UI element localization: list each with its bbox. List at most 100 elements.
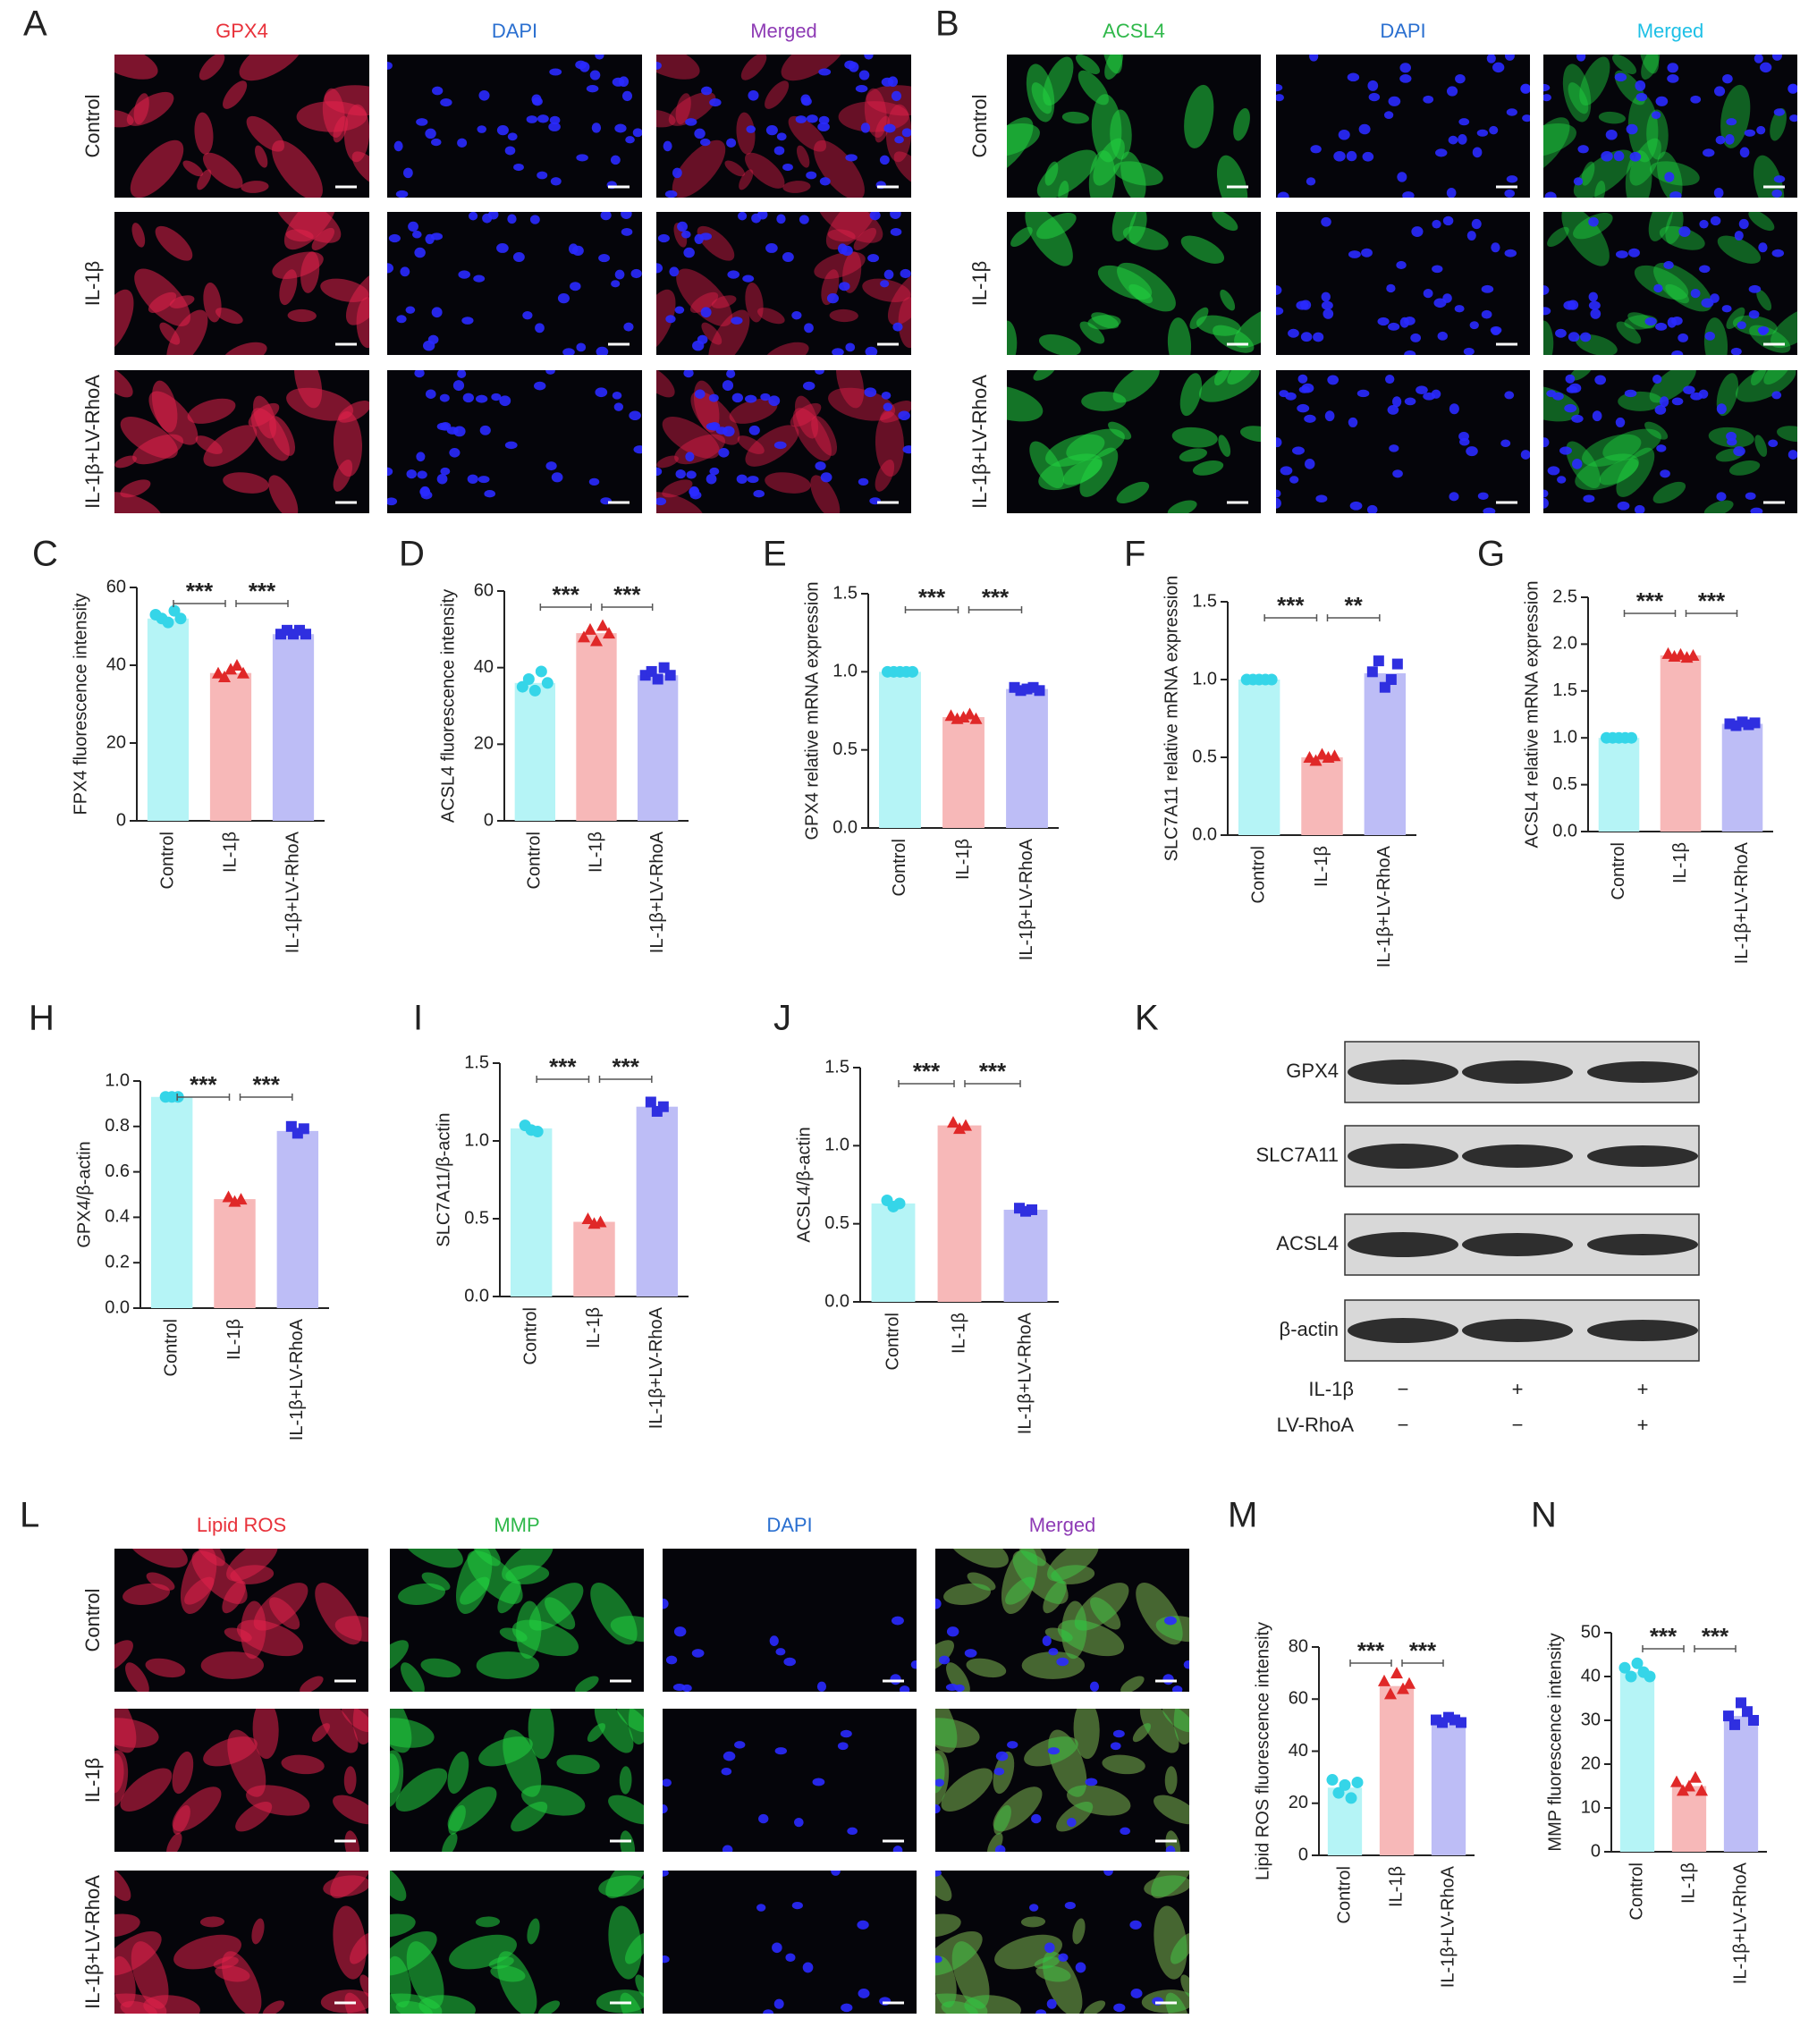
cell	[449, 1934, 517, 1970]
cell	[935, 1930, 983, 1976]
cell	[1102, 1754, 1145, 1775]
nucleus	[417, 470, 427, 479]
nucleus	[1613, 150, 1625, 162]
bar	[1723, 1716, 1759, 1852]
panel-letter: I	[413, 999, 423, 1038]
nucleus	[1699, 219, 1709, 229]
blot-band	[1348, 1060, 1458, 1085]
cell	[1035, 1965, 1071, 1982]
nucleus	[1047, 1747, 1060, 1755]
nucleus	[1358, 123, 1371, 135]
y-tick-label: 0.0	[824, 1291, 849, 1311]
cell	[1036, 149, 1097, 198]
y-tick-label: 0	[1591, 1841, 1601, 1861]
cell	[1029, 441, 1064, 489]
nucleus	[400, 266, 410, 277]
nucleus	[1543, 94, 1551, 102]
cell	[1625, 150, 1652, 198]
nucleus	[673, 1626, 687, 1637]
nucleus	[452, 380, 465, 392]
cell	[756, 308, 785, 325]
cell	[993, 1804, 1011, 1835]
nucleus	[1305, 459, 1315, 469]
cell	[203, 152, 243, 189]
cell	[672, 139, 726, 198]
y-axis-label: MMP fluorescence intensity	[1545, 1633, 1565, 1851]
data-point	[1339, 1778, 1351, 1791]
cell	[203, 425, 258, 467]
nucleus	[1506, 108, 1517, 116]
nucleus	[826, 293, 840, 304]
nucleus	[1690, 392, 1703, 401]
nucleus	[1547, 466, 1560, 476]
data-point	[1626, 731, 1637, 744]
nucleus	[1366, 504, 1378, 513]
cell	[1102, 1754, 1145, 1775]
cell	[215, 308, 243, 325]
cell	[941, 1768, 993, 1812]
cell	[114, 492, 163, 513]
nucleus	[473, 275, 486, 283]
nucleus	[1750, 507, 1763, 513]
x-tick-label: Control	[883, 1313, 902, 1370]
micrograph	[1543, 212, 1797, 355]
row-label: Control	[968, 95, 991, 158]
nucleus	[1416, 385, 1428, 395]
cell	[875, 459, 895, 492]
nucleus	[795, 115, 807, 123]
nucleus	[758, 1813, 769, 1824]
nucleus	[1377, 317, 1390, 326]
nucleus	[1617, 501, 1630, 511]
cell	[182, 160, 204, 177]
cell	[1720, 84, 1751, 148]
cell	[1167, 500, 1197, 513]
nucleus	[1477, 492, 1489, 500]
data-point	[584, 622, 596, 635]
cell	[272, 251, 324, 279]
cell	[1770, 107, 1787, 141]
nucleus	[802, 381, 816, 391]
cell	[1568, 82, 1589, 114]
data-point	[174, 612, 187, 625]
nucleus	[839, 282, 850, 291]
nucleus	[1315, 494, 1328, 503]
image-background	[1276, 212, 1530, 355]
y-axis-label: SLC7A11/β-actin	[434, 1112, 453, 1246]
nucleus	[794, 1818, 804, 1828]
nucleus	[588, 477, 600, 486]
nucleus	[416, 452, 426, 462]
nucleus	[753, 490, 765, 498]
cell	[418, 1995, 476, 2014]
nucleus	[396, 315, 407, 324]
nucleus	[783, 1657, 797, 1667]
cell	[199, 55, 225, 80]
bar	[214, 1199, 256, 1308]
nucleus	[1432, 265, 1443, 274]
nucleus	[1544, 191, 1557, 198]
cell	[127, 1549, 188, 1568]
data-point	[652, 673, 663, 685]
nucleus	[883, 402, 893, 411]
panel-letter: D	[399, 535, 425, 574]
nucleus	[858, 70, 870, 80]
cell	[941, 2000, 978, 2014]
cell	[125, 1662, 149, 1692]
nucleus	[1042, 1635, 1052, 1646]
nucleus	[802, 1962, 814, 1973]
cell	[239, 55, 304, 81]
nucleus	[576, 154, 588, 162]
nucleus	[1163, 1616, 1177, 1626]
nucleus	[799, 215, 809, 224]
y-axis-label: ACSL4/β-actin	[794, 1127, 814, 1242]
cell	[345, 268, 369, 325]
cell	[994, 1934, 1062, 1970]
cell	[252, 1709, 279, 1760]
cell	[114, 1718, 159, 1748]
nucleus	[1165, 1846, 1176, 1852]
nucleus	[837, 1742, 849, 1751]
cell	[814, 139, 865, 198]
nucleus	[747, 476, 759, 484]
nucleus	[1771, 249, 1785, 258]
y-axis-label: SLC7A11 relative mRNA expression	[1162, 576, 1181, 862]
nucleus	[1572, 459, 1583, 469]
